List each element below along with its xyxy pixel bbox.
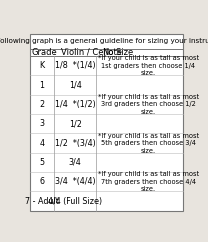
Text: K: K: [40, 61, 45, 70]
Text: The following graph is a general guideline for sizing your instrument.: The following graph is a general guideli…: [0, 38, 208, 44]
Text: 7 - Adult: 7 - Adult: [25, 197, 59, 205]
Text: Grade: Grade: [32, 48, 57, 57]
Text: 3/4: 3/4: [69, 158, 82, 167]
Text: 4: 4: [40, 139, 45, 148]
Text: 6: 6: [40, 177, 45, 186]
Text: Note: Note: [103, 48, 123, 57]
Text: *If your child is as tall as most
1st graders then choose 1/4
size.: *If your child is as tall as most 1st gr…: [98, 55, 199, 76]
Text: *If your child is as tall as most
3rd graders then choose 1/2
size.: *If your child is as tall as most 3rd gr…: [98, 94, 199, 115]
Text: 3/4  *(4/4): 3/4 *(4/4): [55, 177, 95, 186]
Text: *If your child is as tall as most
7th graders then choose 4/4
size.: *If your child is as tall as most 7th gr…: [98, 171, 199, 192]
Text: 1/4: 1/4: [69, 81, 82, 90]
Text: 1/2  *(3/4): 1/2 *(3/4): [55, 139, 95, 148]
Text: 1/2: 1/2: [69, 119, 82, 128]
Text: Violin / Cello Size: Violin / Cello Size: [61, 48, 133, 57]
Text: 4/4 (Full Size): 4/4 (Full Size): [48, 197, 102, 205]
Text: 5: 5: [40, 158, 45, 167]
Text: *If your child is as tall as most
5th graders then choose 3/4
size.: *If your child is as tall as most 5th gr…: [98, 133, 199, 154]
Text: 3: 3: [40, 119, 45, 128]
Text: 1/8  *(1/4): 1/8 *(1/4): [55, 61, 95, 70]
Text: 2: 2: [40, 100, 45, 109]
Text: 1/4  *(1/2): 1/4 *(1/2): [55, 100, 95, 109]
Text: 1: 1: [40, 81, 45, 90]
